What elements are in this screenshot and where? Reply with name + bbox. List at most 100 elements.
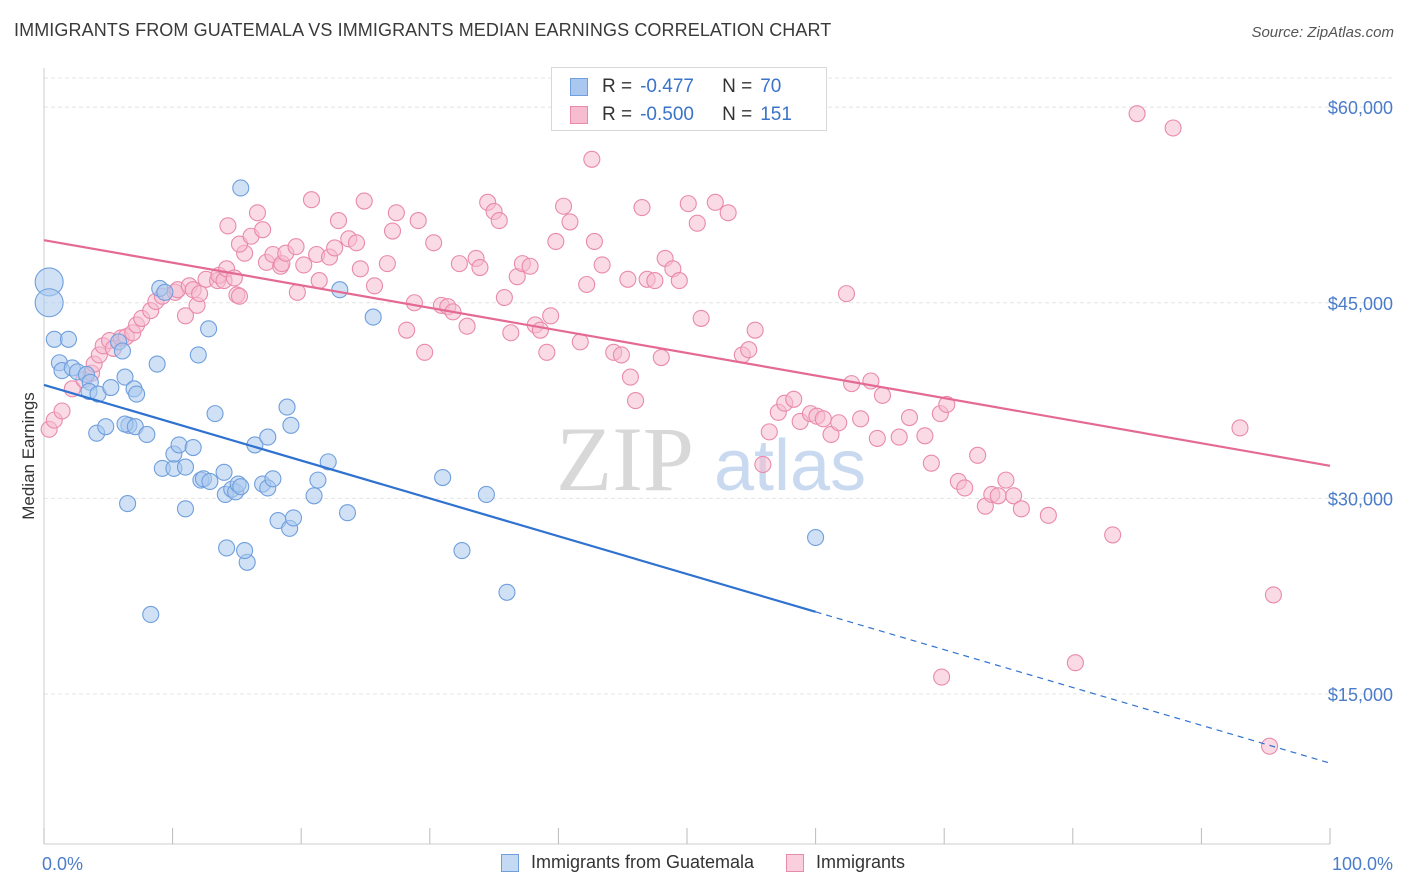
point-immigrants — [531, 321, 549, 339]
point-immigrants — [538, 343, 556, 361]
point-immigrants — [383, 222, 402, 240]
point-guatemala — [309, 471, 327, 489]
point-guatemala — [278, 398, 296, 416]
series-immigrants-points — [40, 105, 1282, 755]
point-guatemala — [206, 405, 224, 423]
point-immigrants — [554, 197, 573, 215]
legend-label-immigrants: Immigrants — [816, 852, 906, 872]
trend-line-guatemala — [43, 383, 816, 613]
source-label: Source: ZipAtlas.com — [1251, 24, 1394, 41]
point-immigrants — [1039, 506, 1057, 524]
stats-swatch-pink — [570, 106, 588, 124]
point-guatemala — [807, 528, 825, 547]
point-guatemala — [232, 478, 250, 496]
point-immigrants — [378, 255, 396, 273]
watermark: ZIP atlas — [556, 408, 866, 510]
point-immigrants — [351, 260, 369, 278]
watermark-zip: ZIP — [556, 408, 694, 510]
point-immigrants — [900, 408, 919, 427]
point-immigrants — [873, 386, 892, 404]
point-immigrants — [837, 285, 856, 303]
point-immigrants — [1012, 500, 1030, 518]
point-immigrants — [760, 423, 778, 441]
point-guatemala — [305, 487, 323, 505]
axes — [43, 68, 1331, 845]
legend-item-guatemala[interactable]: Immigrants from Guatemala — [500, 852, 755, 873]
point-guatemala — [236, 542, 254, 560]
point-immigrants — [1104, 526, 1122, 544]
point-immigrants — [1264, 586, 1282, 604]
point-immigrants — [916, 427, 934, 445]
point-immigrants — [191, 285, 209, 303]
point-guatemala — [331, 281, 349, 299]
stats-n-label: N = — [722, 76, 753, 97]
point-guatemala — [338, 504, 357, 522]
point-immigrants — [1128, 105, 1146, 123]
point-immigrants — [398, 321, 416, 339]
legend-label-guatemala: Immigrants from Guatemala — [530, 852, 755, 872]
point-immigrants — [868, 429, 886, 447]
point-immigrants — [254, 221, 272, 239]
point-immigrants — [652, 348, 670, 367]
point-immigrants — [561, 213, 579, 231]
point-immigrants — [409, 212, 427, 230]
stats-legend: R = -0.477 N = 70 R = -0.500 N = 151 — [551, 67, 827, 131]
point-guatemala — [201, 472, 219, 490]
point-guatemala — [259, 428, 277, 446]
point-guatemala — [498, 583, 516, 601]
legend-item-immigrants[interactable]: Immigrants — [786, 852, 905, 873]
point-immigrants — [922, 454, 940, 472]
point-immigrants — [326, 239, 344, 257]
point-immigrants — [890, 428, 908, 446]
x-tick-label-min: 0.0% — [42, 854, 83, 874]
point-immigrants — [814, 410, 832, 428]
point-immigrants — [619, 270, 637, 288]
point-guatemala — [170, 436, 188, 454]
point-guatemala — [453, 542, 471, 560]
trend-lines — [43, 239, 1331, 764]
point-immigrants — [405, 294, 423, 312]
y-tick-labels: $15,000 $30,000 $45,000 $60,000 — [1328, 98, 1393, 705]
point-immigrants — [287, 238, 305, 256]
point-guatemala — [215, 463, 233, 481]
point-guatemala — [116, 368, 134, 386]
point-immigrants — [646, 272, 664, 290]
point-guatemala — [138, 425, 156, 444]
point-guatemala — [128, 385, 146, 403]
point-guatemala — [184, 438, 202, 457]
point-immigrants — [302, 191, 321, 209]
point-immigrants — [670, 272, 688, 290]
y-tick-label: $15,000 — [1328, 685, 1393, 705]
point-guatemala — [97, 418, 115, 436]
chart-title: IMMIGRANTS FROM GUATEMALA VS IMMIGRANTS … — [14, 20, 832, 40]
point-immigrants — [495, 288, 513, 307]
point-guatemala — [142, 605, 160, 624]
point-immigrants — [450, 255, 468, 273]
x-tick-label-max: 100.0% — [1332, 854, 1393, 874]
point-immigrants — [310, 272, 328, 290]
point-guatemala — [319, 453, 337, 471]
point-immigrants — [583, 150, 601, 168]
point-immigrants — [997, 471, 1015, 489]
point-guatemala — [232, 179, 250, 197]
point-immigrants — [1231, 419, 1249, 437]
point-immigrants — [295, 256, 313, 274]
point-immigrants — [547, 232, 565, 251]
point-immigrants — [627, 392, 645, 410]
point-immigrants — [719, 204, 737, 222]
y-tick-label: $60,000 — [1328, 98, 1393, 118]
point-guatemala — [189, 346, 207, 364]
point-immigrants — [989, 487, 1007, 505]
point-guatemala — [176, 500, 195, 518]
point-guatemala — [59, 330, 77, 348]
point-immigrants — [471, 258, 489, 277]
point-immigrants — [933, 668, 951, 686]
stats-row-guatemala: R = -0.477 N = 70 — [570, 73, 781, 101]
series-guatemala-points — [34, 179, 825, 624]
point-immigrants — [521, 257, 539, 275]
stats-r-value: -0.500 — [640, 104, 694, 125]
point-immigrants — [425, 234, 443, 252]
point-immigrants — [1066, 654, 1084, 672]
y-tick-label: $30,000 — [1328, 489, 1393, 509]
